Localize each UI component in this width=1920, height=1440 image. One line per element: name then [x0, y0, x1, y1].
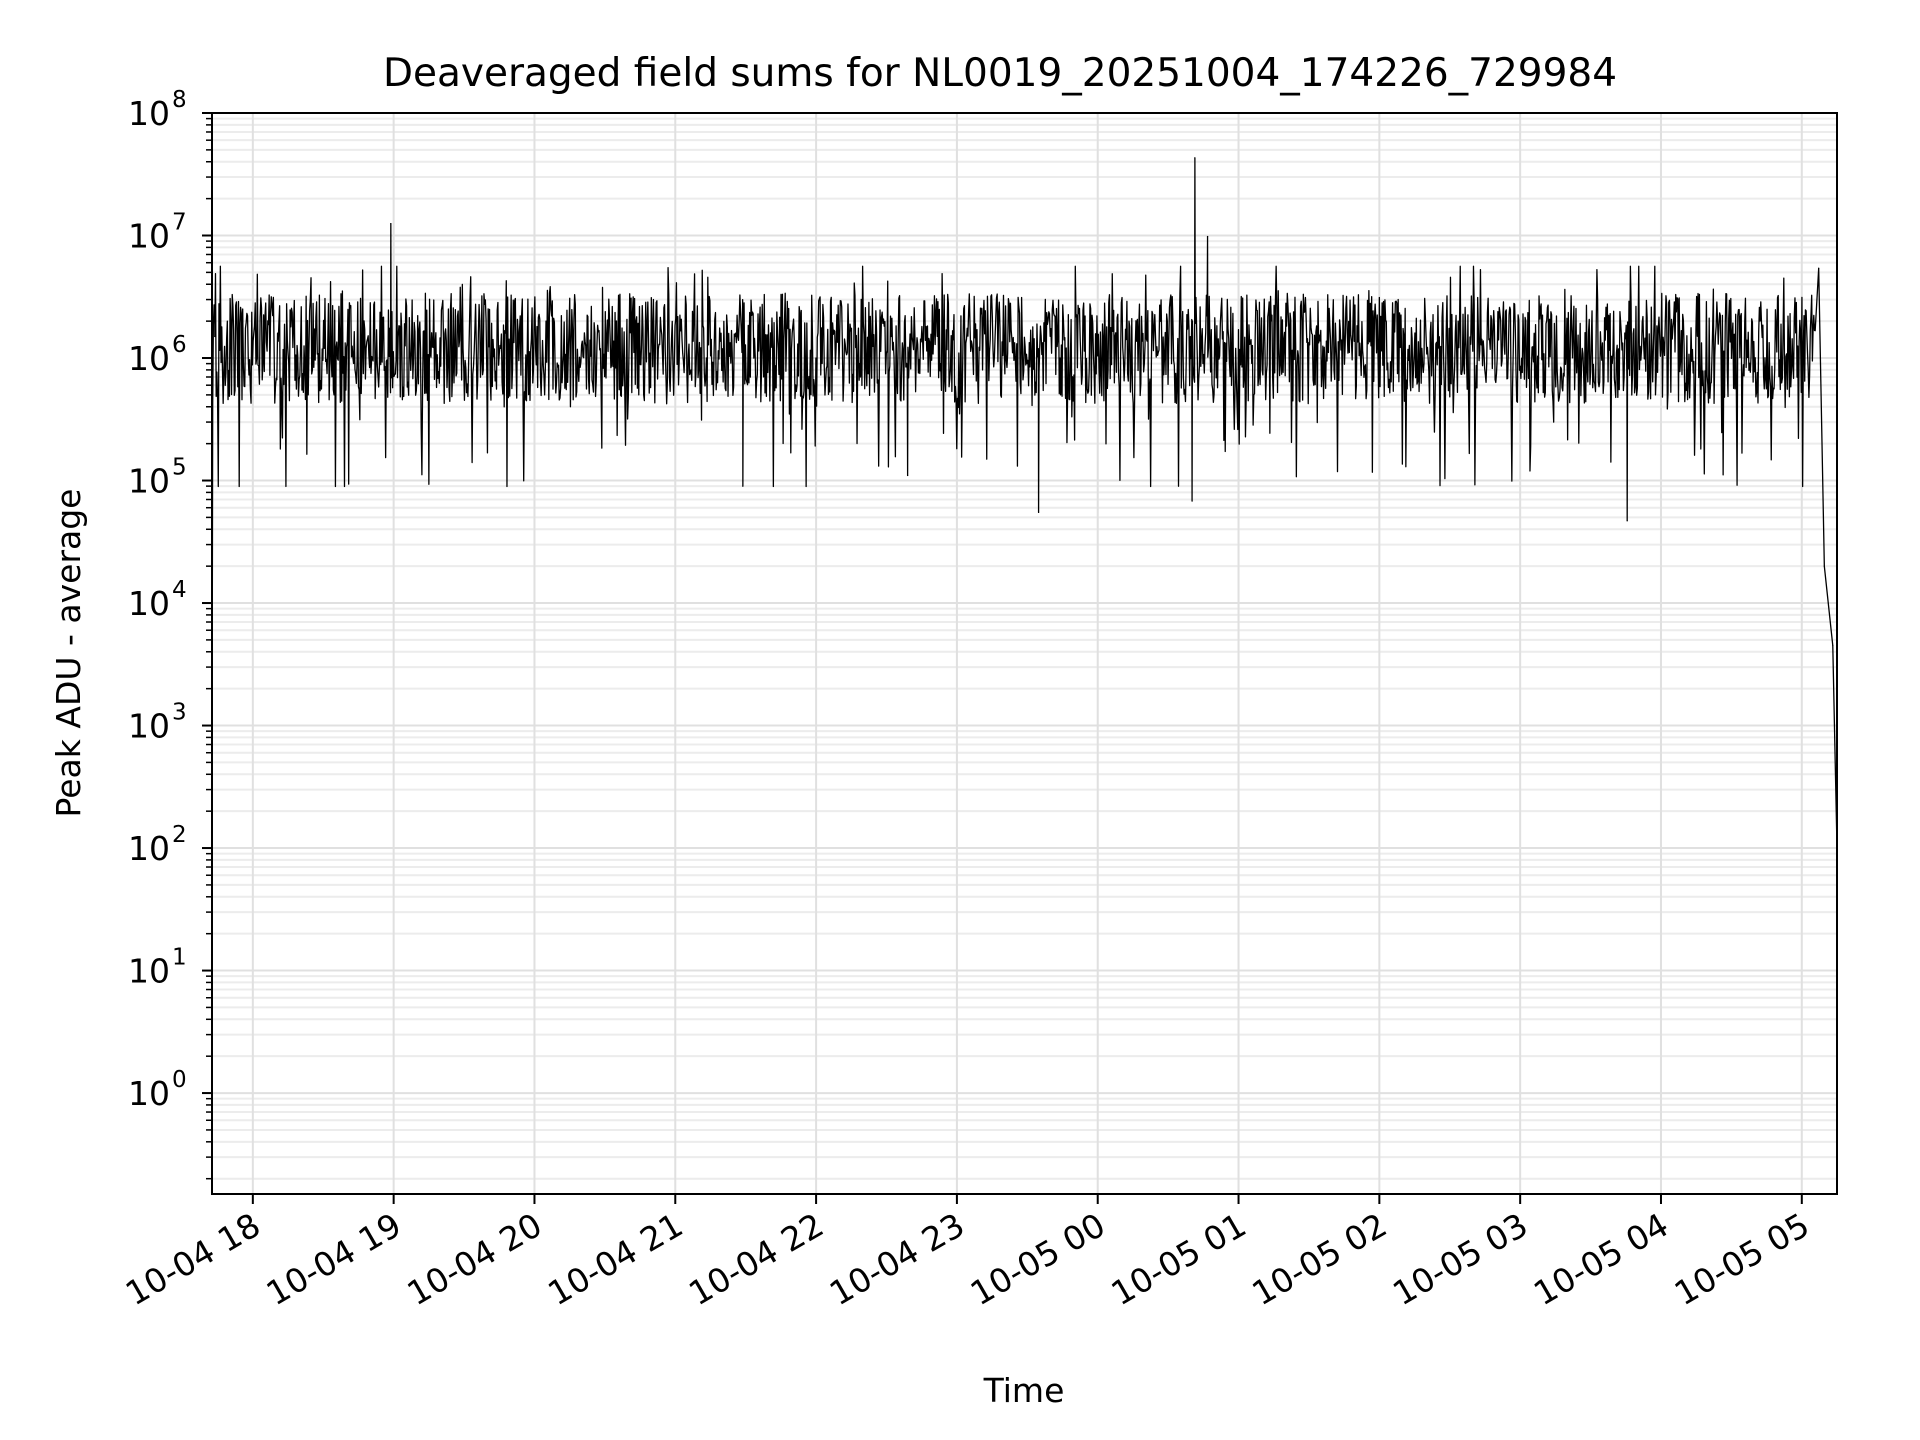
chart-title: Deaveraged field sums for NL0019_2025100…	[383, 51, 1617, 96]
series-notable-point	[1037, 511, 1040, 513]
y-tick-label: 10	[128, 217, 170, 256]
series-notable-point	[1194, 157, 1196, 159]
y-tick-label-exponent: 4	[172, 577, 187, 603]
y-tick-label: 10	[128, 462, 170, 501]
y-tick-label-exponent: 6	[172, 332, 187, 358]
series-notable-point	[1191, 500, 1193, 502]
y-tick-label: 10	[128, 94, 170, 133]
series-notable-point	[742, 485, 744, 487]
plot-area-frame	[211, 112, 1838, 1195]
series-line	[211, 157, 1838, 849]
y-tick-label-exponent: 2	[172, 822, 187, 848]
series-notable-point	[390, 223, 392, 225]
y-tick-label: 10	[128, 829, 170, 868]
y-tick-label-exponent: 7	[172, 210, 187, 236]
series-notable-point	[1823, 565, 1825, 567]
series-notable-point	[1626, 520, 1628, 522]
y-tick-label-exponent: 1	[172, 945, 187, 971]
series-notable-point	[1206, 235, 1209, 238]
y-axis-label: Peak ADU - average	[49, 489, 88, 818]
y-tick-label: 10	[128, 584, 170, 623]
y-tick-label: 10	[128, 339, 170, 378]
y-tick-label-exponent: 3	[172, 700, 187, 726]
series-notable-point	[1832, 644, 1834, 647]
y-tick-label-exponent: 0	[172, 1067, 187, 1093]
y-tick-label-exponent: 5	[172, 455, 187, 481]
x-axis-label: Time	[983, 1371, 1065, 1410]
y-tick-label: 10	[128, 1074, 170, 1113]
series-notable-point	[907, 474, 909, 477]
y-tick-label-exponent: 8	[172, 87, 187, 113]
series-notable-point	[214, 335, 216, 338]
series-notable-point	[1818, 267, 1820, 269]
y-tick-label: 10	[128, 707, 170, 746]
y-tick-label: 10	[128, 952, 170, 991]
